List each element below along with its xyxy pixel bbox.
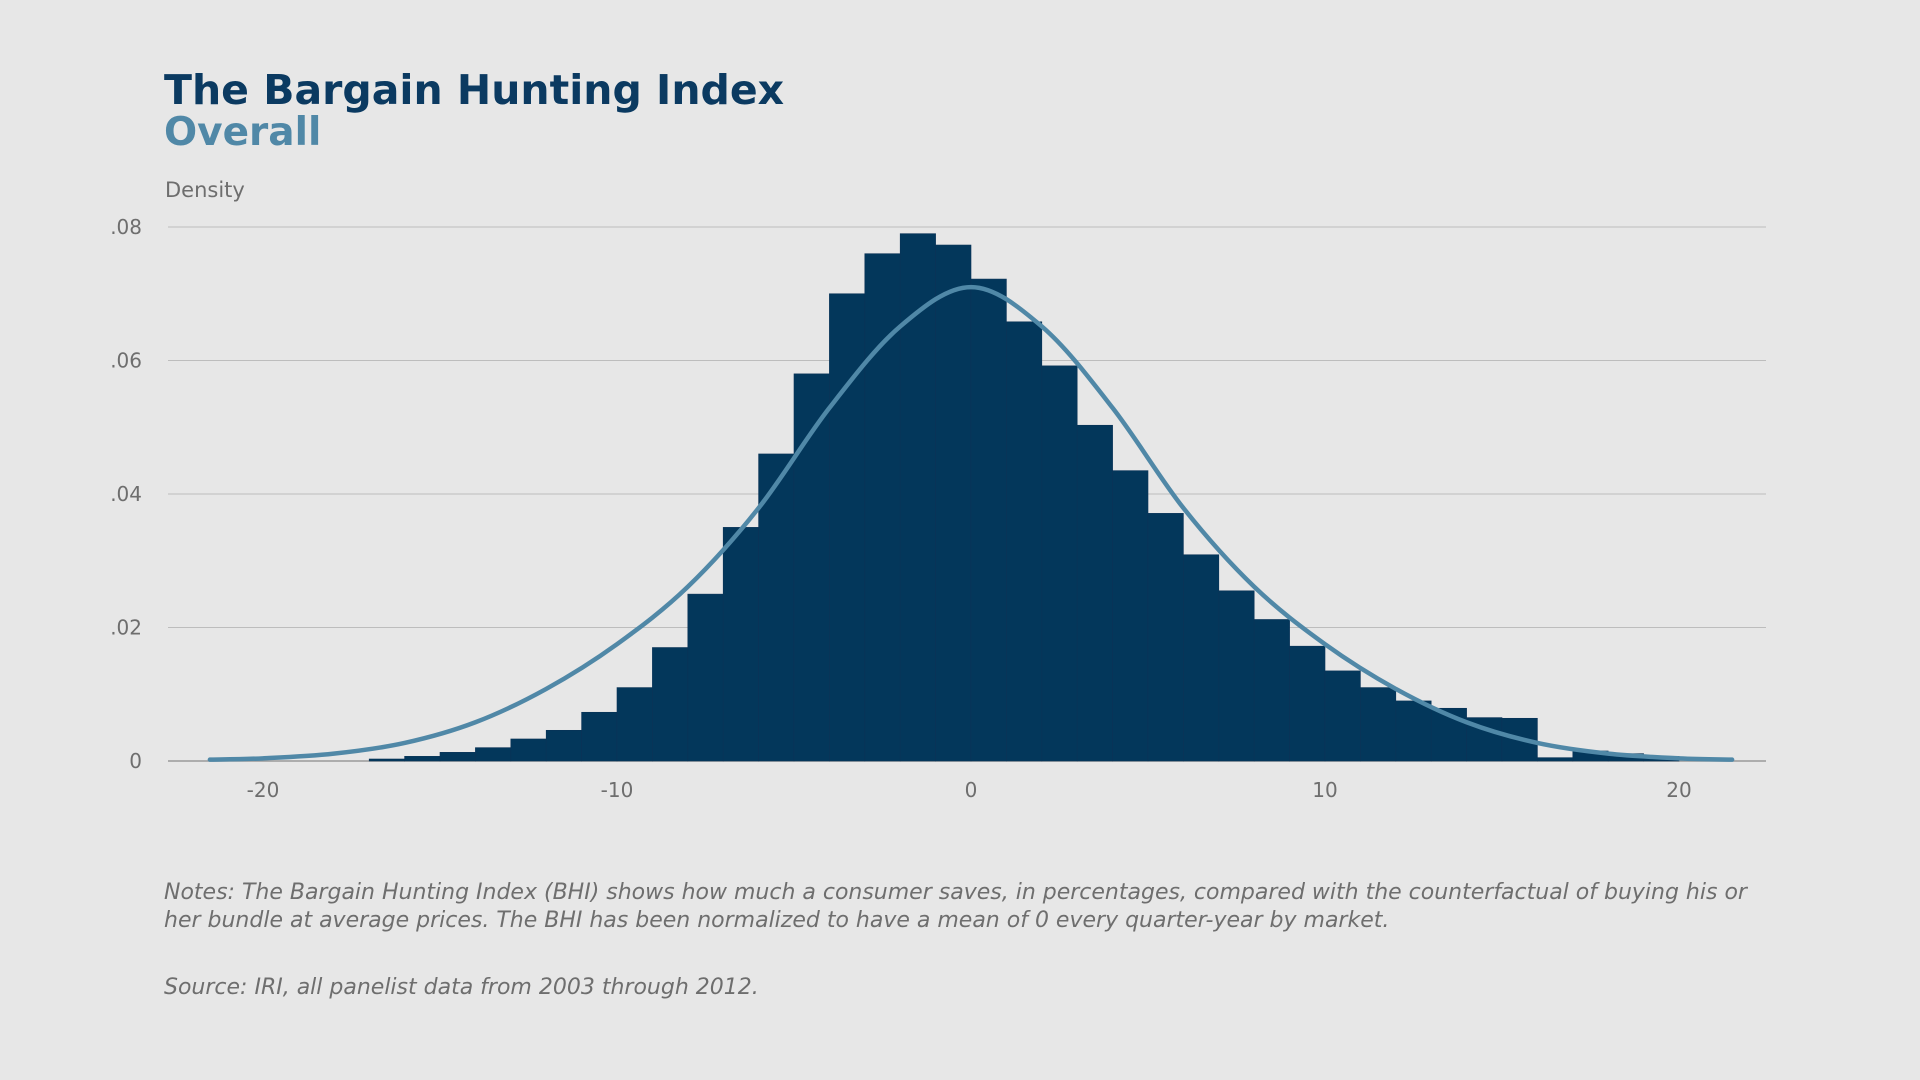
- normal-density-curve: [207, 284, 1735, 762]
- histogram-bar: [758, 453, 795, 762]
- histogram-bar: [404, 756, 441, 762]
- y-tick-label: .06: [110, 349, 142, 373]
- histogram-bar: [1076, 424, 1113, 762]
- histogram-bar: [1112, 470, 1149, 762]
- histogram-bar: [829, 293, 866, 762]
- histogram-bar: [545, 729, 582, 762]
- histogram-bar: [1360, 687, 1397, 762]
- histogram-bar: [970, 278, 1007, 762]
- y-tick-label: .08: [110, 215, 142, 239]
- histogram-bar: [687, 593, 724, 762]
- histogram-bar: [1253, 619, 1290, 762]
- x-tick-label: 0: [965, 778, 978, 802]
- axes: Density 0 .02 .04 .06 .08 -20 -10 0 10 20: [110, 178, 1692, 802]
- y-axis-label: Density: [165, 178, 245, 202]
- chart-source: Source: IRI, all panelist data from 2003…: [164, 975, 759, 1000]
- histogram-bar: [1537, 757, 1574, 762]
- chart-title: The Bargain Hunting Index: [164, 66, 785, 114]
- histogram-bar: [722, 527, 759, 762]
- chart-subtitle: Overall: [164, 110, 322, 155]
- histogram-bar: [581, 711, 618, 762]
- histogram-bar: [935, 244, 972, 762]
- histogram-bar: [1041, 365, 1078, 762]
- x-tick-label: -20: [247, 778, 280, 802]
- histogram-bar: [475, 747, 512, 762]
- y-tick-label: 0: [129, 749, 142, 773]
- histogram-bar: [439, 752, 476, 762]
- histogram-bar: [510, 738, 547, 762]
- histogram-bar: [1183, 554, 1220, 762]
- y-tick-label: .02: [110, 616, 142, 640]
- histogram-bar: [1324, 670, 1361, 762]
- chart-notes: Notes: The Bargain Hunting Index (BHI) s…: [164, 880, 1747, 933]
- histogram-bar: [1006, 321, 1043, 762]
- histogram-bar: [1218, 590, 1255, 762]
- x-tick-label: 20: [1666, 778, 1691, 802]
- histogram-bar: [793, 373, 830, 762]
- y-tick-label: .04: [110, 482, 142, 506]
- histogram-bar: [1289, 645, 1326, 762]
- histogram-bar: [616, 687, 653, 762]
- histogram-bar: [368, 758, 405, 762]
- x-tick-label: 10: [1312, 778, 1337, 802]
- histogram-bar: [652, 647, 689, 762]
- normal-curve-layer: [207, 284, 1735, 762]
- histogram-bar: [864, 253, 901, 762]
- histogram-bar: [1395, 700, 1432, 762]
- x-tick-label: -10: [601, 778, 634, 802]
- histogram-bar: [1147, 513, 1184, 762]
